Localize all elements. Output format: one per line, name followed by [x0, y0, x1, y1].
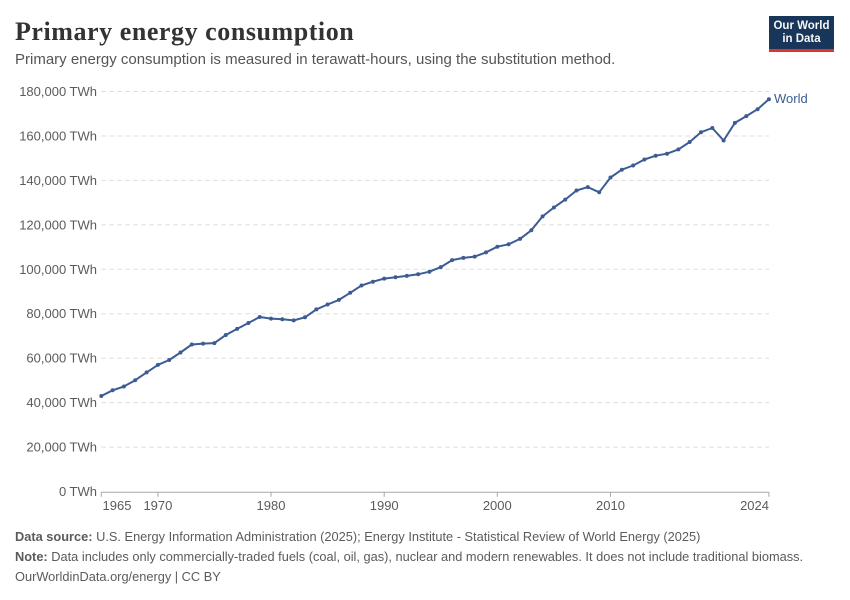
svg-text:140,000 TWh: 140,000 TWh [19, 173, 97, 188]
svg-text:20,000 TWh: 20,000 TWh [26, 440, 97, 455]
svg-text:100,000 TWh: 100,000 TWh [19, 262, 97, 277]
svg-text:1965: 1965 [103, 498, 132, 513]
svg-text:1980: 1980 [257, 498, 286, 513]
svg-text:0 TWh: 0 TWh [59, 484, 97, 499]
svg-text:120,000 TWh: 120,000 TWh [19, 217, 97, 232]
svg-text:60,000 TWh: 60,000 TWh [26, 351, 97, 366]
svg-text:40,000 TWh: 40,000 TWh [26, 395, 97, 410]
svg-text:160,000 TWh: 160,000 TWh [19, 129, 97, 144]
svg-text:1970: 1970 [143, 498, 172, 513]
svg-text:2010: 2010 [596, 498, 625, 513]
svg-text:1990: 1990 [370, 498, 399, 513]
svg-text:180,000 TWh: 180,000 TWh [19, 84, 97, 99]
svg-text:2000: 2000 [483, 498, 512, 513]
svg-text:2024: 2024 [740, 498, 769, 513]
svg-text:World: World [774, 91, 808, 106]
svg-text:80,000 TWh: 80,000 TWh [26, 306, 97, 321]
